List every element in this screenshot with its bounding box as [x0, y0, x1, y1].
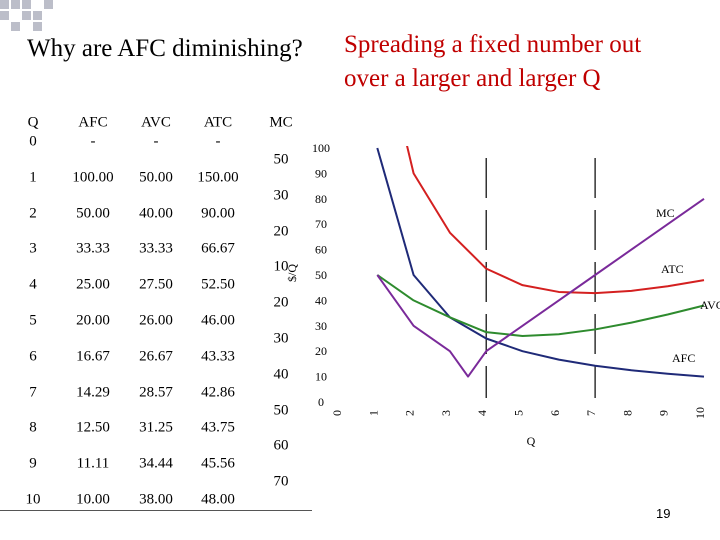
x-tick-label: 7 [584, 410, 598, 416]
table-cell: 46.00 [201, 312, 235, 329]
table-cell: 43.75 [201, 419, 235, 436]
decorative-squares [0, 0, 60, 40]
table-cell: 50.00 [76, 205, 110, 222]
table-cell: 43.33 [201, 348, 235, 365]
x-tick-label: 9 [657, 410, 671, 416]
curve-label-atc: ATC [661, 262, 684, 276]
table-cell-mc: 20 [273, 223, 289, 240]
table-header-atc: ATC [203, 114, 233, 131]
curve-label-afc: AFC [672, 351, 695, 365]
table-cell: 5 [29, 312, 37, 329]
y-tick-label: 30 [315, 319, 327, 333]
table-cell: 10 [25, 491, 41, 508]
y-tick-label: 0 [318, 395, 324, 409]
table-cell-mc: 50 [273, 402, 289, 419]
y-tick-label: 50 [315, 268, 327, 282]
subtitle-line-1: Spreading a fixed number out [344, 31, 642, 58]
table-cell: - [153, 133, 159, 150]
y-tick-label: 80 [315, 192, 327, 206]
table-cell-mc: 60 [273, 437, 289, 454]
table-cell: 11.11 [76, 455, 110, 472]
x-tick-label: 4 [475, 410, 489, 416]
x-tick-label: 10 [693, 407, 707, 419]
y-tick-label: 20 [315, 344, 327, 358]
table-cell: 45.56 [201, 455, 235, 472]
table-cell: 0 [29, 133, 37, 150]
curve-label-avc: AVC [700, 298, 720, 312]
table-cell: 42.86 [201, 384, 235, 401]
table-cell: 40.00 [139, 205, 173, 222]
table-cell: 52.50 [201, 276, 235, 293]
table-cell: 27.50 [139, 276, 173, 293]
table-cell: 33.33 [76, 240, 110, 257]
table-cell: 2 [29, 205, 37, 222]
table-cell: 10.00 [76, 491, 110, 508]
slide-subtitle: Spreading a fixed number out over a larg… [344, 28, 641, 96]
table-cell: 7 [29, 384, 37, 401]
table-cell-mc: 20 [273, 294, 289, 311]
table-cell: 31.25 [139, 419, 173, 436]
x-tick-label: 5 [512, 410, 526, 416]
table-header-mc: MC [269, 114, 293, 131]
table-cell: - [90, 133, 96, 150]
y-tick-label: 40 [315, 293, 327, 307]
table-header-avc: AVC [141, 114, 171, 131]
table-cell: 6 [29, 348, 37, 365]
table-bottom-rule [0, 510, 312, 511]
table-cell: 20.00 [76, 312, 110, 329]
subtitle-line-2: over a larger and larger Q [344, 65, 601, 92]
x-tick-label: 6 [548, 410, 562, 416]
table-header-afc: AFC [78, 114, 108, 131]
table-cell: 8 [29, 419, 37, 436]
table-cell: 34.44 [139, 455, 173, 472]
table-cell-mc: 30 [273, 187, 289, 204]
table-cell: 33.33 [139, 240, 173, 257]
table-cell: 150.00 [197, 169, 239, 186]
x-tick-label: 8 [620, 410, 634, 416]
table-cell: 1 [29, 169, 37, 186]
slide-title: Why are AFC diminishing? [27, 35, 303, 62]
series-line-afc [376, 147, 705, 378]
table-cell: 25.00 [76, 276, 110, 293]
table-cell: 66.67 [201, 240, 235, 257]
series-line-atc [406, 146, 705, 295]
table-cell: 16.67 [76, 348, 110, 365]
table-cell-mc: 10 [273, 258, 289, 275]
table-cell-mc: 40 [273, 366, 289, 383]
table-cell: 3 [29, 240, 37, 257]
y-tick-label: 60 [315, 243, 327, 257]
table-cell-mc: 50 [273, 151, 289, 168]
y-tick-label: 90 [315, 166, 327, 180]
table-cell: 28.57 [139, 384, 173, 401]
x-tick-label: 2 [403, 410, 417, 416]
page-number: 19 [656, 506, 671, 521]
x-tick-label: 0 [330, 410, 344, 416]
table-cell: 50.00 [139, 169, 173, 186]
table-cell: 9 [29, 455, 37, 472]
table-cell-mc: 70 [273, 473, 289, 490]
y-tick-label: 10 [315, 370, 327, 384]
table-cell: 100.00 [72, 169, 114, 186]
table-cell-mc: 30 [273, 330, 289, 347]
table-cell: 4 [29, 276, 37, 293]
x-tick-label: 3 [439, 410, 453, 416]
curve-label-mc: MC [656, 206, 675, 220]
y-tick-label: 100 [312, 141, 330, 155]
table-cell: - [215, 133, 221, 150]
x-axis-label: Q [527, 434, 536, 448]
table-cell: 12.50 [76, 419, 110, 436]
series-line-mc [376, 197, 705, 378]
table-cell: 48.00 [201, 491, 235, 508]
table-cell: 26.67 [139, 348, 173, 365]
y-tick-label: 70 [315, 217, 327, 231]
series-line-avc [376, 274, 705, 337]
table-cell: 14.29 [76, 384, 110, 401]
y-axis-label: $/Q [285, 264, 299, 282]
table-cell: 26.00 [139, 312, 173, 329]
table-cell: 38.00 [139, 491, 173, 508]
table-header-q: Q [27, 114, 39, 131]
table-cell: 90.00 [201, 205, 235, 222]
x-tick-label: 1 [366, 410, 380, 416]
